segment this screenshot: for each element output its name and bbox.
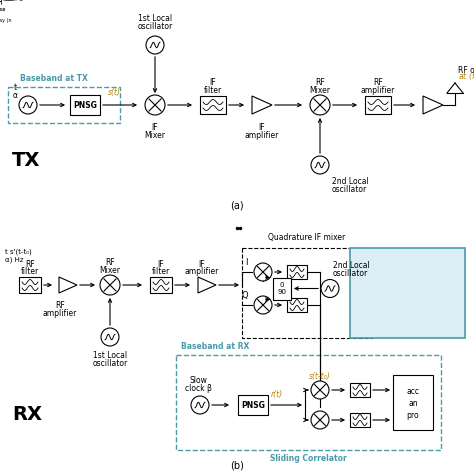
Circle shape — [191, 396, 209, 414]
Bar — [8, 87, 120, 123]
Circle shape — [311, 156, 329, 174]
Text: Mixer: Mixer — [100, 266, 120, 275]
Bar — [150, 277, 172, 293]
Text: IF: IF — [199, 260, 205, 269]
Bar — [393, 375, 433, 430]
Text: IF: IF — [158, 260, 164, 269]
Text: Quadrature IF mixer: Quadrature IF mixer — [268, 233, 346, 242]
Polygon shape — [423, 96, 443, 114]
Text: (b): (b) — [230, 460, 244, 470]
Text: 0
90: 0 90 — [277, 282, 286, 295]
Text: s(t): s(t) — [108, 88, 121, 97]
Bar — [365, 96, 391, 114]
Text: amplifier: amplifier — [361, 86, 395, 95]
Text: (a): (a) — [230, 200, 244, 210]
Circle shape — [311, 411, 329, 429]
Bar — [287, 265, 307, 279]
Text: α: α — [12, 91, 18, 100]
Text: Mixer: Mixer — [145, 131, 165, 140]
Text: RF out: RF out — [458, 66, 474, 75]
Circle shape — [311, 381, 329, 399]
Text: IF: IF — [210, 78, 216, 87]
Text: clock β: clock β — [184, 384, 211, 393]
Text: t: t — [13, 82, 17, 91]
Bar — [350, 248, 465, 338]
Text: RF: RF — [373, 78, 383, 87]
Text: 2nd Local: 2nd Local — [333, 262, 370, 271]
Text: amplifier: amplifier — [185, 267, 219, 276]
Bar — [19, 277, 41, 293]
Text: TX: TX — [12, 151, 40, 170]
Text: α) Hz: α) Hz — [5, 256, 24, 263]
Text: Baseband at TX: Baseband at TX — [20, 74, 88, 83]
Text: Mixer: Mixer — [310, 86, 330, 95]
Text: RF: RF — [315, 78, 325, 87]
Text: amplifier: amplifier — [43, 309, 77, 318]
Circle shape — [254, 296, 272, 314]
Text: an: an — [408, 399, 418, 408]
Bar — [350, 383, 370, 397]
Circle shape — [321, 280, 339, 298]
Bar — [238, 395, 268, 415]
Bar — [242, 248, 372, 338]
Circle shape — [101, 328, 119, 346]
Text: IF: IF — [152, 123, 158, 132]
Text: oscillator: oscillator — [333, 270, 368, 279]
Text: Q: Q — [241, 291, 248, 300]
Polygon shape — [198, 277, 216, 293]
Circle shape — [146, 36, 164, 54]
Bar — [350, 413, 370, 427]
Text: amplifier: amplifier — [245, 131, 279, 140]
Text: filter: filter — [21, 267, 39, 276]
Text: oscillator: oscillator — [92, 359, 128, 368]
Text: RX: RX — [12, 405, 42, 425]
Text: r(t): r(t) — [271, 390, 283, 399]
Text: 2nd Local: 2nd Local — [332, 177, 369, 186]
Text: Sliding Correlator: Sliding Correlator — [270, 454, 347, 463]
Text: t s'(t-t₀): t s'(t-t₀) — [5, 248, 32, 255]
Text: 1st Local: 1st Local — [93, 351, 127, 360]
Bar — [287, 298, 307, 312]
Bar — [273, 277, 291, 300]
Text: I: I — [246, 258, 248, 267]
Text: PNSG: PNSG — [241, 401, 265, 410]
Text: filter: filter — [152, 267, 170, 276]
Circle shape — [310, 95, 330, 115]
Circle shape — [145, 95, 165, 115]
Bar — [70, 95, 100, 115]
Text: Baseband at RX: Baseband at RX — [181, 342, 249, 351]
Bar — [176, 355, 441, 450]
Circle shape — [19, 96, 37, 114]
Text: Slow: Slow — [189, 376, 207, 385]
Text: s(t-t₀): s(t-t₀) — [309, 372, 331, 381]
Text: at ($f_c$±: at ($f_c$± — [458, 71, 474, 83]
Text: pro: pro — [407, 411, 419, 420]
Text: filter: filter — [204, 86, 222, 95]
Text: acc: acc — [407, 387, 419, 396]
Text: PNSG: PNSG — [73, 100, 97, 109]
Text: 1st Local: 1st Local — [138, 14, 172, 23]
Circle shape — [254, 263, 272, 281]
Text: RF: RF — [105, 258, 115, 267]
Bar — [200, 96, 226, 114]
Polygon shape — [252, 96, 272, 114]
Text: oscillator: oscillator — [332, 185, 367, 194]
Circle shape — [100, 275, 120, 295]
Text: IF: IF — [259, 123, 265, 132]
Text: RF: RF — [25, 260, 35, 269]
Text: oscillator: oscillator — [137, 22, 173, 31]
Polygon shape — [59, 277, 77, 293]
Text: RF: RF — [55, 301, 65, 310]
